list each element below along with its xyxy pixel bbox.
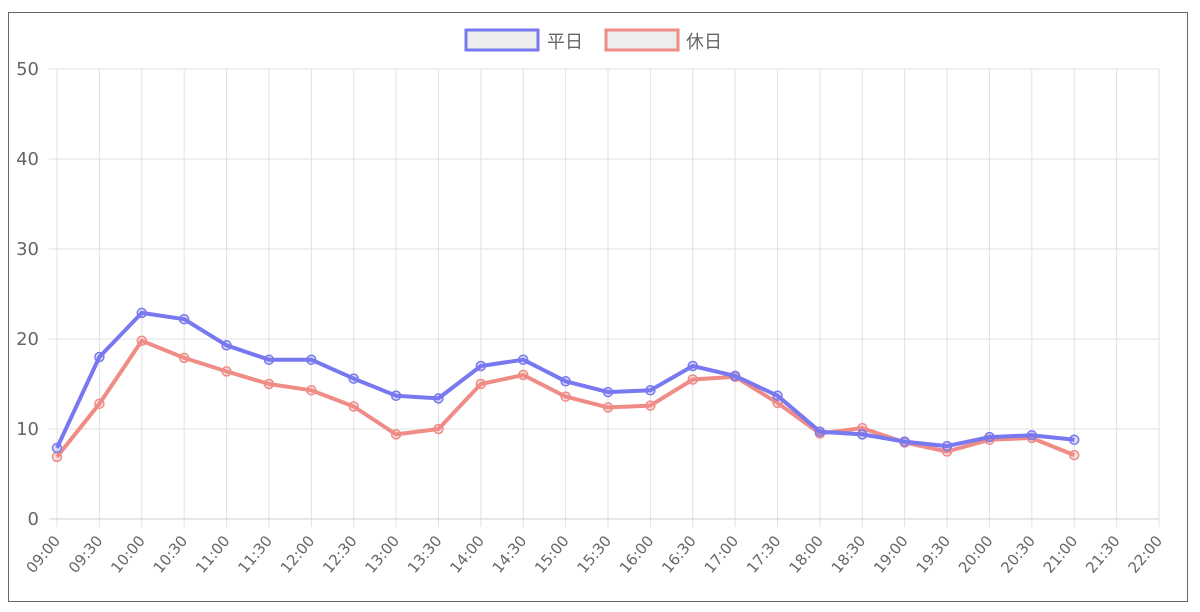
data-point (1068, 449, 1080, 461)
x-tick-label: 19:30 (913, 532, 955, 577)
data-point (602, 402, 614, 413)
x-tick-label: 13:30 (404, 532, 446, 577)
data-point (221, 340, 232, 351)
x-tick-label: 10:00 (107, 532, 149, 577)
x-tick-label: 11:00 (192, 532, 234, 577)
x-tick-label: 21:30 (1082, 532, 1124, 577)
data-point (560, 391, 571, 402)
data-point (560, 376, 571, 387)
data-point (390, 390, 402, 401)
x-tick-label: 16:00 (616, 532, 658, 577)
data-point (475, 360, 487, 372)
series-line (55, 310, 1075, 449)
data-point (602, 386, 614, 398)
y-tick-label: 40 (16, 149, 39, 170)
data-point (390, 429, 402, 440)
data-point (433, 423, 444, 435)
x-tick-label: 22:00 (1124, 532, 1166, 577)
data-point (178, 313, 190, 325)
data-point (433, 393, 444, 404)
data-point (221, 366, 232, 377)
y-tick-label: 0 (28, 509, 39, 530)
legend: 平日 休日 (464, 28, 722, 53)
data-point (857, 429, 868, 440)
data-point (814, 426, 826, 437)
data-point (772, 397, 783, 409)
data-point (306, 354, 317, 365)
data-point (687, 360, 699, 372)
grid (49, 68, 1160, 527)
x-tick-label: 19:00 (870, 532, 912, 577)
data-point (687, 374, 699, 385)
x-tick-label: 17:30 (743, 532, 785, 577)
x-tick-label: 21:00 (1040, 532, 1082, 577)
legend-item: 平日 (464, 28, 583, 53)
data-point (645, 400, 656, 411)
series (51, 307, 1080, 463)
data-point (306, 385, 317, 396)
data-point (772, 390, 783, 401)
data-point (51, 442, 63, 454)
legend-swatch (464, 28, 540, 52)
chart-frame (8, 12, 1188, 602)
data-point (348, 373, 359, 384)
data-point (984, 431, 995, 443)
x-tick-label: 18:00 (785, 532, 827, 577)
x-tick-label: 12:30 (319, 532, 361, 577)
x-tick-label: 18:30 (828, 532, 870, 577)
x-tick-label: 10:30 (150, 532, 192, 577)
data-point (136, 335, 148, 347)
data-point (263, 378, 275, 390)
data-point (645, 385, 656, 396)
data-point (729, 370, 741, 382)
y-tick-label: 10 (16, 419, 39, 440)
data-point (941, 440, 953, 452)
data-point (517, 354, 529, 365)
x-tick-label: 15:30 (573, 532, 615, 577)
x-tick-label: 09:30 (65, 532, 107, 577)
y-tick-label: 50 (16, 59, 39, 80)
data-point (263, 354, 275, 365)
x-tick-label: 09:00 (22, 532, 64, 577)
x-tick-label: 17:00 (701, 532, 743, 577)
data-point (94, 398, 105, 410)
x-tick-label: 16:30 (658, 532, 700, 577)
legend-label: 休日 (686, 32, 722, 53)
legend-swatch (604, 28, 680, 52)
y-tick-label: 30 (16, 239, 39, 260)
x-tick-label: 20:00 (955, 532, 997, 577)
x-tick-label: 14:00 (446, 532, 488, 577)
data-point (136, 307, 148, 319)
legend-label: 平日 (547, 32, 583, 53)
x-tick-label: 14:30 (489, 532, 531, 577)
data-point (899, 436, 910, 447)
x-tick-label: 11:30 (234, 532, 276, 577)
data-point (1026, 430, 1038, 441)
x-tick-label: 12:00 (277, 532, 319, 577)
x-tick-label: 13:00 (362, 532, 404, 577)
data-point (94, 351, 105, 363)
data-point (348, 401, 359, 412)
y-tick-label: 20 (16, 329, 39, 350)
data-point (178, 352, 190, 364)
data-point (475, 378, 487, 390)
x-tick-label: 20:30 (997, 532, 1039, 577)
legend-item: 休日 (604, 28, 722, 53)
x-tick-label: 15:00 (531, 532, 573, 577)
data-point (51, 451, 63, 463)
data-point (1068, 434, 1080, 446)
data-point (517, 369, 529, 381)
